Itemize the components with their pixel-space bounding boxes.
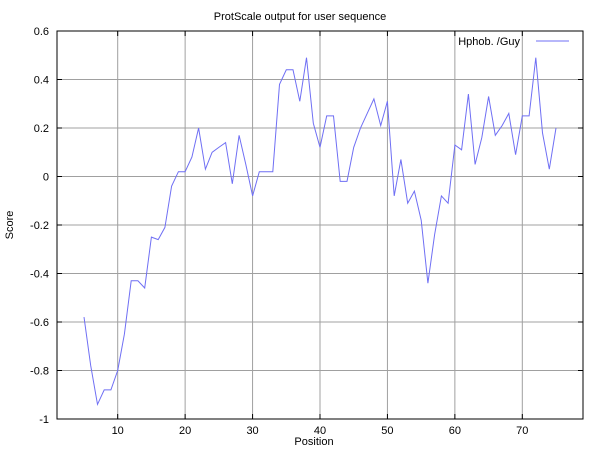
x-tick-label: 30	[246, 425, 258, 437]
x-tick-label: 70	[516, 425, 528, 437]
y-tick-label: -1	[39, 414, 49, 426]
legend: Hphob. /Guy	[458, 36, 569, 48]
x-tick-label: 20	[179, 425, 191, 437]
x-axis-title: Position	[294, 436, 333, 448]
y-tick-label: -0.2	[30, 220, 49, 232]
series-line-layer	[83, 57, 557, 407]
y-tick-label: 0.4	[34, 75, 49, 87]
y-tick-label: -0.8	[30, 366, 49, 378]
y-tick-label: 0.2	[34, 123, 49, 135]
x-tick-label: 60	[449, 425, 461, 437]
chart-title: ProtScale output for user sequence	[214, 11, 386, 23]
y-tick-label: 0	[43, 172, 49, 184]
x-tick-labels: 10 20 30 40 50 60 70	[112, 425, 529, 437]
x-tick-label: 10	[112, 425, 124, 437]
y-tick-labels: -1 -0.8 -0.6 -0.4 -0.2 0 0.2 0.4 0.6	[30, 26, 49, 426]
tick-marks	[57, 30, 583, 420]
y-tick-label: -0.4	[30, 269, 49, 281]
y-axis-title: Score	[4, 211, 16, 240]
x-tick-label: 50	[381, 425, 393, 437]
legend-label: Hphob. /Guy	[458, 36, 520, 48]
y-tick-label: 0.6	[34, 26, 49, 38]
x-tick-label: 40	[314, 425, 326, 437]
series-line	[83, 57, 557, 407]
y-tick-label: -0.6	[30, 317, 49, 329]
grid-lines	[57, 31, 583, 419]
